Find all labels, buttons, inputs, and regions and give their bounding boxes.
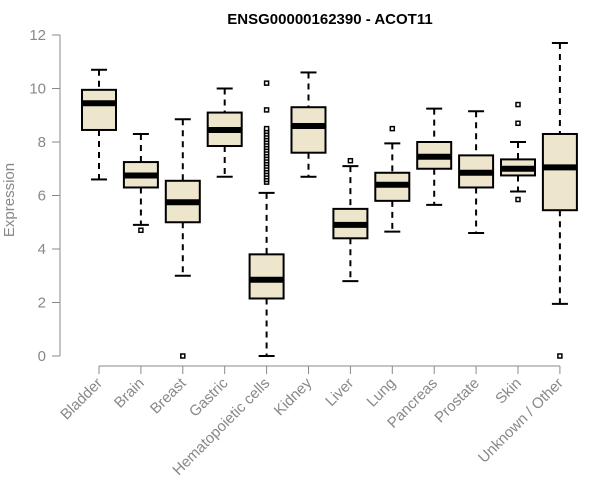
y-tick-label: 10 bbox=[29, 81, 46, 98]
outlier-point bbox=[515, 120, 521, 127]
y-axis: 0 2 4 6 8 10 12 bbox=[29, 27, 61, 365]
box-group bbox=[81, 68, 117, 181]
outlier-point bbox=[180, 353, 186, 359]
y-tick-label: 12 bbox=[29, 27, 46, 44]
y-tick-label: 4 bbox=[38, 241, 46, 258]
x-tick-label: Lung bbox=[364, 375, 400, 411]
x-tick-label: Breast bbox=[147, 374, 190, 417]
outlier-point bbox=[263, 125, 270, 132]
chart-title: ENSG00000162390 - ACOT11 bbox=[227, 11, 432, 28]
outlier-point bbox=[515, 101, 521, 108]
x-tick-label: Brain bbox=[111, 375, 148, 412]
box-group bbox=[416, 107, 453, 206]
outlier-point bbox=[138, 227, 144, 234]
box-group bbox=[541, 42, 578, 359]
outlier-point bbox=[557, 353, 563, 359]
iqr-box bbox=[248, 253, 285, 300]
box-group bbox=[500, 101, 536, 203]
outlier-point bbox=[389, 125, 396, 132]
iqr-box bbox=[541, 132, 578, 212]
y-axis-title: Expression bbox=[1, 163, 18, 237]
boxes bbox=[81, 42, 578, 359]
box-group bbox=[290, 71, 327, 178]
iqr-box bbox=[81, 88, 117, 131]
y-tick-label: 6 bbox=[38, 188, 46, 205]
box-group bbox=[332, 157, 369, 283]
y-tick-label: 2 bbox=[38, 295, 46, 312]
outlier-point bbox=[515, 196, 521, 203]
x-tick-label: Liver bbox=[322, 375, 357, 410]
outlier-point bbox=[263, 107, 270, 113]
box-group bbox=[206, 87, 243, 178]
box-group bbox=[374, 125, 411, 233]
box-group bbox=[248, 80, 285, 357]
x-tick-label: Bladder bbox=[57, 375, 106, 424]
box-group bbox=[164, 118, 201, 359]
y-tick-label: 0 bbox=[38, 348, 46, 365]
box-group bbox=[458, 110, 495, 234]
box-group bbox=[122, 132, 159, 234]
x-tick-label: Prostate bbox=[431, 375, 483, 427]
outlier-point bbox=[347, 157, 354, 164]
x-tick-label: Skin bbox=[492, 375, 525, 408]
x-tick-label: Kidney bbox=[271, 374, 316, 419]
iqr-box bbox=[290, 106, 327, 154]
y-tick-label: 8 bbox=[38, 134, 46, 151]
outlier-point bbox=[263, 80, 270, 86]
